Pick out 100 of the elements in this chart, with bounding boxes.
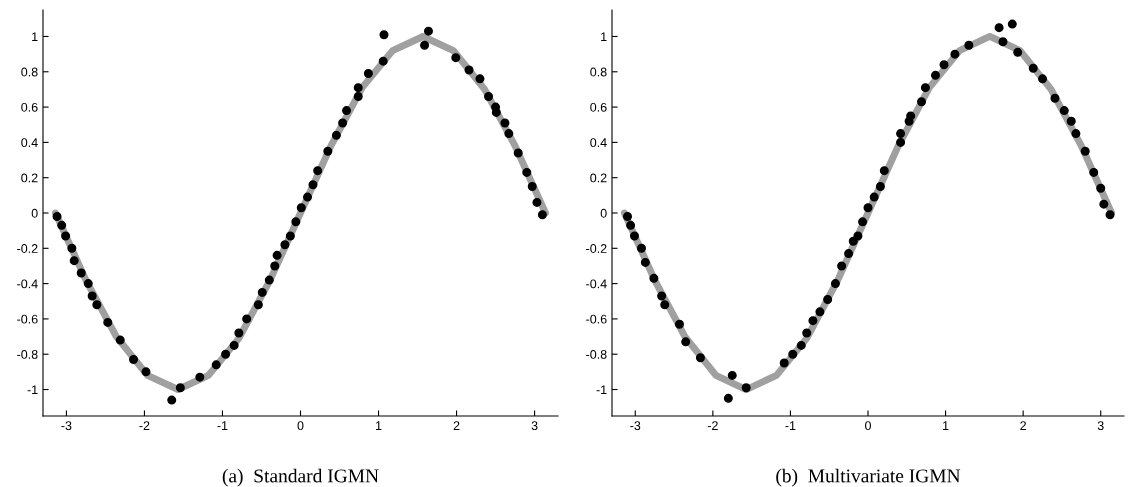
point (998, 37, 1008, 47)
point (83, 279, 93, 289)
point (76, 268, 86, 278)
point (994, 23, 1004, 33)
point (1038, 74, 1048, 84)
y-tick-label: 0.2 (21, 173, 38, 183)
x-tick-label: -2 (707, 421, 718, 430)
point (221, 349, 231, 359)
y-tick-label: 0 (600, 208, 607, 218)
point (141, 367, 151, 377)
point (723, 393, 733, 403)
point (264, 275, 274, 285)
point (1059, 106, 1069, 116)
x-tick-label: 2 (1020, 421, 1026, 430)
point (291, 217, 301, 227)
y-tick-label: -0.4 (17, 279, 38, 289)
point (280, 240, 290, 250)
point (308, 180, 318, 190)
point (636, 243, 646, 253)
point (272, 250, 282, 260)
point (681, 337, 691, 347)
x-tick-label: 3 (1097, 421, 1104, 431)
point (92, 300, 102, 310)
y-tick-label: -0.2 (17, 244, 38, 253)
point (211, 360, 221, 370)
y-tick-label: -1 (27, 385, 38, 395)
x-tick-label: -2 (139, 421, 150, 430)
point (475, 74, 485, 84)
point (939, 60, 949, 70)
y-tick-label: 0.4 (590, 138, 607, 148)
point (660, 300, 670, 310)
point (242, 314, 252, 324)
point (830, 279, 840, 289)
point (500, 118, 510, 128)
point (522, 167, 532, 177)
point (1007, 19, 1017, 29)
point (1096, 183, 1106, 193)
point (423, 26, 433, 36)
point (788, 349, 798, 359)
point (129, 355, 139, 365)
point (303, 192, 313, 202)
point (527, 182, 537, 192)
point (1080, 146, 1090, 156)
y-tick-label: 0.4 (21, 138, 38, 148)
point (844, 249, 854, 259)
point (513, 148, 523, 158)
y-tick-label: -1 (596, 385, 607, 395)
x-tick-label: 0 (865, 421, 871, 431)
point (253, 300, 263, 310)
x-tick-label: 1 (376, 421, 382, 430)
point (863, 203, 873, 213)
y-tick-label: 0.8 (590, 67, 607, 77)
point (378, 56, 388, 66)
point (879, 166, 889, 176)
y-tick-label: -0.8 (586, 350, 607, 359)
point (229, 340, 239, 350)
point (175, 383, 185, 393)
point (69, 256, 79, 266)
point (353, 91, 363, 101)
point (853, 231, 863, 241)
point (1028, 63, 1038, 73)
point (917, 97, 927, 107)
point (950, 49, 960, 59)
y-tick-label: 1 (32, 32, 38, 42)
y-tick-label: 0.8 (21, 67, 38, 77)
point (338, 118, 348, 128)
y-tick-label: -0.6 (586, 314, 607, 324)
point (815, 307, 825, 317)
point (657, 291, 667, 301)
point (727, 370, 737, 380)
point (331, 130, 341, 140)
x-tick-label: -3 (630, 421, 641, 431)
point (896, 137, 906, 147)
point (796, 340, 806, 350)
point (257, 287, 267, 297)
point (296, 203, 306, 213)
point (87, 291, 97, 301)
point (964, 40, 974, 50)
point (858, 217, 868, 227)
point (103, 317, 113, 327)
point (115, 335, 125, 345)
point (674, 319, 684, 329)
point (837, 261, 847, 271)
y-tick-label: -0.6 (17, 314, 38, 324)
point (537, 210, 547, 220)
y-tick-label: 1 (601, 32, 607, 42)
point (1071, 129, 1081, 139)
point (313, 166, 323, 176)
point (57, 220, 67, 230)
point (234, 328, 244, 338)
x-tick-label: 2 (453, 421, 460, 430)
x-tick-label: -3 (61, 421, 72, 431)
point (695, 353, 705, 363)
point (323, 146, 333, 156)
point (649, 273, 659, 283)
point (1066, 116, 1076, 126)
point (484, 91, 494, 101)
point (920, 83, 930, 93)
x-tick-label: 1 (943, 421, 949, 430)
point (1050, 93, 1060, 103)
